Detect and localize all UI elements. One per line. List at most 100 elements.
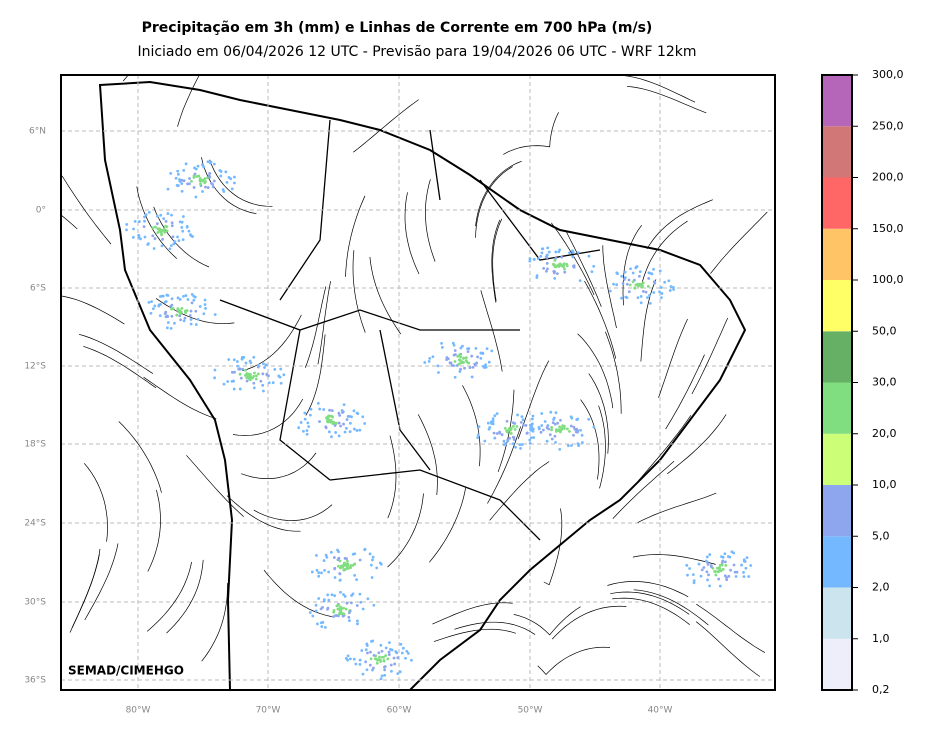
- precip-dot: [706, 563, 710, 566]
- precip-dot: [339, 590, 342, 594]
- precip-dot: [581, 441, 584, 444]
- precip-dot: [516, 413, 519, 417]
- precip-dot: [532, 436, 536, 439]
- precip-dot: [208, 161, 212, 165]
- precip-dot: [333, 566, 337, 570]
- precip-dot: [700, 568, 704, 572]
- precip-dot: [307, 425, 311, 429]
- streamline: [517, 360, 550, 440]
- precip-dot: [513, 427, 517, 431]
- precip-dot: [485, 347, 489, 351]
- precip-dot: [543, 420, 547, 423]
- precip-dot: [641, 290, 645, 293]
- precip-dot: [384, 646, 388, 650]
- precip-dot: [531, 414, 535, 418]
- precip-dot: [193, 172, 197, 176]
- precip-dot: [428, 356, 432, 360]
- precip-dot: [615, 283, 619, 287]
- colorbar-label: 30,0: [872, 376, 897, 389]
- precip-dot: [550, 428, 553, 432]
- precip-dot: [317, 574, 321, 578]
- precip-dot: [553, 422, 557, 426]
- precip-dot: [353, 574, 357, 577]
- precip-dot: [191, 235, 194, 238]
- streamline: [632, 554, 716, 565]
- precip-dot: [355, 578, 359, 582]
- precip-dot: [363, 547, 367, 551]
- precip-dot: [392, 656, 396, 660]
- precip-dot: [177, 310, 181, 313]
- precip-dot: [330, 409, 334, 413]
- precip-dot: [305, 429, 309, 432]
- precip-dot: [170, 303, 174, 307]
- streamline: [487, 426, 521, 504]
- precip-dot: [238, 372, 242, 376]
- precip-dot: [521, 424, 525, 427]
- precip-dot: [314, 603, 318, 607]
- precip-dot: [372, 603, 376, 607]
- precip-dot: [706, 578, 709, 582]
- precip-dot: [528, 259, 532, 263]
- precip-dot: [608, 289, 612, 293]
- streamline: [475, 166, 513, 238]
- precip-dot: [152, 247, 156, 250]
- precip-dot: [147, 300, 151, 304]
- colorbar-bin: [822, 126, 852, 178]
- precip-dot: [383, 665, 386, 669]
- precip-dot: [261, 383, 265, 387]
- precip-dot: [193, 166, 196, 170]
- streamline: [201, 157, 257, 215]
- precip-dot: [246, 373, 250, 377]
- precip-dot: [229, 177, 233, 181]
- precip-dot: [334, 421, 338, 425]
- precip-dot: [744, 566, 748, 570]
- precip-dot: [315, 568, 319, 572]
- precip-dot: [212, 179, 216, 183]
- precip-dot: [252, 386, 256, 390]
- precip-dot: [452, 343, 456, 347]
- streamline: [658, 318, 688, 398]
- precip-dot: [165, 225, 169, 229]
- precip-dot: [466, 347, 469, 351]
- precip-dot: [156, 227, 160, 231]
- precip-dot: [697, 562, 701, 566]
- precip-dot: [253, 371, 256, 375]
- precip-dot: [170, 297, 174, 301]
- precip-dot: [685, 563, 689, 567]
- precip-dot: [440, 346, 444, 349]
- streamline: [232, 398, 304, 436]
- precip-dot: [553, 258, 557, 262]
- precip-dot: [562, 427, 566, 430]
- precip-dot: [559, 418, 562, 422]
- precip-dot: [551, 421, 555, 425]
- precip-dot: [560, 426, 564, 430]
- precip-dot: [181, 215, 185, 218]
- streamline: [475, 160, 522, 227]
- precip-dot: [633, 286, 637, 290]
- precip-dot: [545, 261, 549, 265]
- precip-dot: [479, 356, 483, 360]
- streamline: [622, 224, 642, 306]
- precip-dot: [453, 360, 457, 363]
- precip-dot: [355, 619, 359, 623]
- precip-dot: [188, 182, 191, 186]
- streamline: [263, 569, 332, 617]
- precip-dot: [166, 315, 170, 318]
- precip-dot: [181, 229, 185, 233]
- precip-dot: [668, 289, 672, 292]
- precip-dot: [366, 651, 369, 655]
- streamline: [71, 548, 101, 628]
- streamline: [317, 281, 331, 365]
- precip-dot: [342, 563, 346, 567]
- precip-dot: [236, 364, 240, 368]
- borders: [219, 119, 601, 541]
- precip-dot: [379, 677, 383, 681]
- precip-dot: [351, 552, 355, 556]
- precip-dot: [176, 172, 180, 176]
- colorbar-label: 0,2: [872, 683, 890, 696]
- precip-dot: [337, 434, 341, 438]
- precip-dot: [524, 424, 528, 427]
- precip-dot: [465, 360, 469, 364]
- streamline: [61, 175, 112, 245]
